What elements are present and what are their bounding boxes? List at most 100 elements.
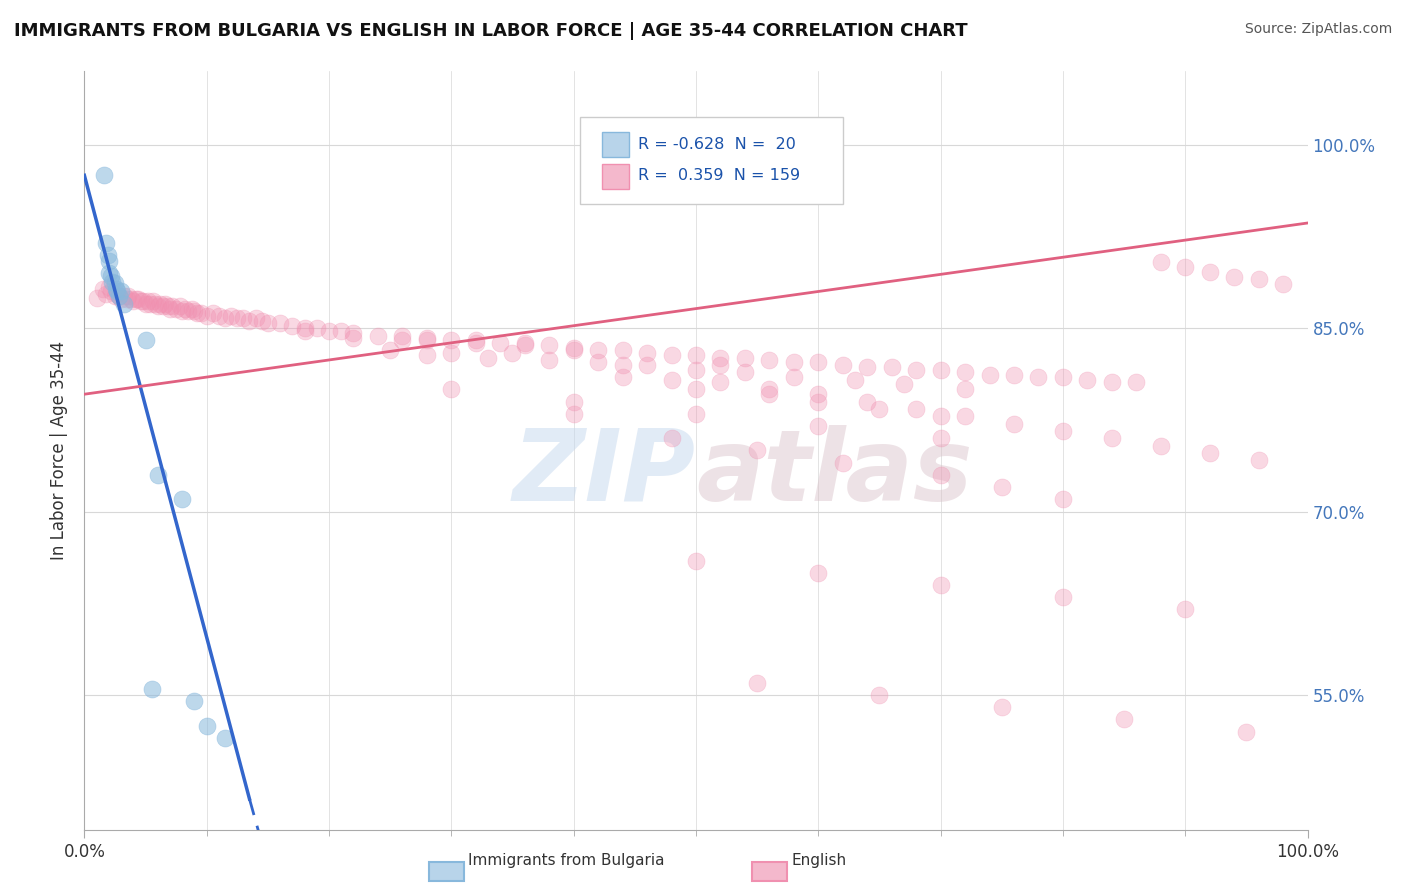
Point <box>1101 375 1123 389</box>
Point <box>1150 439 1173 453</box>
Point <box>139 296 162 310</box>
Point <box>893 377 915 392</box>
Point <box>856 360 879 375</box>
Point <box>112 289 135 303</box>
Point <box>685 553 707 567</box>
Point <box>807 355 830 369</box>
Point <box>685 382 707 396</box>
Point <box>318 324 340 338</box>
Point <box>1236 724 1258 739</box>
Point <box>880 360 903 375</box>
Point <box>1174 260 1197 274</box>
Point <box>177 304 200 318</box>
Point <box>183 304 205 318</box>
Text: English: English <box>792 853 846 868</box>
Point <box>844 372 866 386</box>
Point <box>105 285 128 299</box>
Point <box>807 387 830 401</box>
Point <box>97 266 120 280</box>
Point <box>869 688 891 702</box>
Point <box>330 324 353 338</box>
Point <box>219 309 242 323</box>
Point <box>416 331 439 345</box>
Point <box>159 301 181 316</box>
Point <box>169 299 191 313</box>
Point <box>1247 453 1270 467</box>
Point <box>380 343 402 358</box>
Point <box>208 309 231 323</box>
Point <box>709 358 731 372</box>
Point <box>1002 417 1025 431</box>
Point <box>783 370 806 384</box>
Point <box>440 334 463 348</box>
Point <box>1223 269 1246 284</box>
Point <box>1114 713 1136 727</box>
Point <box>91 282 114 296</box>
Point <box>120 292 142 306</box>
Point <box>101 275 124 289</box>
Point <box>416 348 439 362</box>
Point <box>107 289 129 303</box>
Point <box>856 394 879 409</box>
Point <box>661 372 683 386</box>
Point <box>869 401 891 416</box>
Point <box>783 355 806 369</box>
Point <box>1247 272 1270 286</box>
Point <box>172 304 194 318</box>
Point <box>831 456 853 470</box>
Point <box>250 314 273 328</box>
Point <box>269 316 291 330</box>
Point <box>929 467 952 482</box>
Point <box>117 289 139 303</box>
Point <box>562 394 585 409</box>
Point <box>190 306 212 320</box>
Text: R = -0.628  N =  20: R = -0.628 N = 20 <box>638 136 796 152</box>
Point <box>685 363 707 377</box>
Text: ZIP: ZIP <box>513 425 696 522</box>
Point <box>165 301 187 316</box>
Point <box>477 351 499 365</box>
Point <box>172 492 194 507</box>
Point <box>1272 277 1295 292</box>
Point <box>294 321 316 335</box>
Point <box>367 328 389 343</box>
Point <box>953 382 976 396</box>
Point <box>1028 370 1050 384</box>
Point <box>562 407 585 421</box>
Point <box>141 681 163 696</box>
Point <box>758 382 780 396</box>
Point <box>112 296 135 310</box>
Point <box>747 443 769 458</box>
Point <box>135 296 157 310</box>
Point <box>201 306 224 320</box>
Point <box>685 348 707 362</box>
Text: Immigrants from Bulgaria: Immigrants from Bulgaria <box>468 853 665 868</box>
Point <box>1052 591 1074 605</box>
Text: atlas: atlas <box>696 425 973 522</box>
Point <box>1052 424 1074 438</box>
Point <box>96 287 118 301</box>
Point <box>104 289 127 303</box>
Point <box>342 326 364 340</box>
Point <box>1101 431 1123 445</box>
Y-axis label: In Labor Force | Age 35-44: In Labor Force | Age 35-44 <box>49 341 67 560</box>
Point <box>226 311 249 326</box>
Point <box>391 328 413 343</box>
Point <box>186 306 208 320</box>
Point <box>305 321 328 335</box>
Point <box>513 338 536 352</box>
Point <box>929 578 952 592</box>
Point <box>257 316 280 330</box>
Point <box>905 363 928 377</box>
Point <box>214 731 236 745</box>
Point <box>97 254 120 268</box>
Point <box>281 318 304 333</box>
Point <box>1198 446 1220 460</box>
Point <box>538 353 561 368</box>
Point <box>342 331 364 345</box>
Point <box>953 365 976 379</box>
Point <box>294 324 316 338</box>
Point <box>149 296 172 310</box>
Point <box>1125 375 1147 389</box>
Point <box>661 431 683 445</box>
